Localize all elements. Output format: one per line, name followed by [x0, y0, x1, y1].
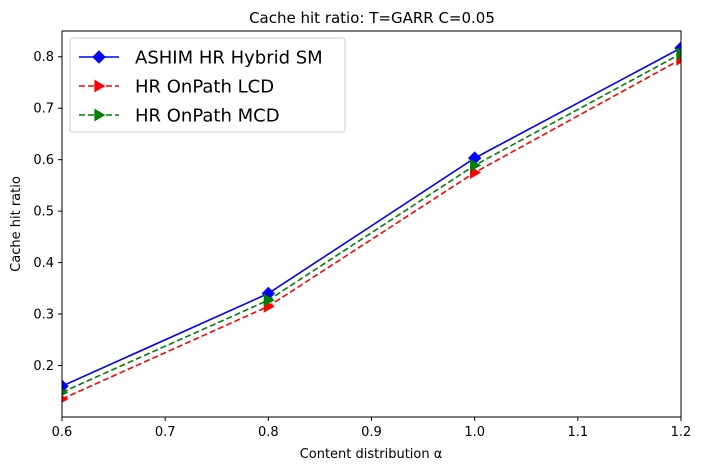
x-tick-label: 0.8	[258, 425, 279, 440]
x-axis-label: Content distribution α	[300, 447, 443, 462]
data-point	[62, 388, 69, 397]
plot-frame	[61, 30, 682, 418]
x-tick-label: 1.2	[671, 425, 692, 440]
legend-label-2: HR OnPath LCD	[135, 77, 274, 98]
legend: ASHIM HR Hybrid SM HR OnPath LCD HR OnPath…	[69, 37, 346, 133]
data-point	[676, 47, 681, 61]
y-tick-label: 0.4	[33, 256, 54, 271]
legend-marker-2	[94, 79, 106, 93]
legend-marker-3	[94, 108, 106, 122]
x-tick-label: 0.9	[361, 425, 382, 440]
data-point	[62, 395, 69, 403]
y-axis-label: Cache hit ratio	[9, 176, 24, 272]
legend-label-3: HR OnPath MCD	[135, 106, 280, 127]
x-tick-label: 0.6	[52, 425, 73, 440]
y-tick-label: 0.3	[33, 308, 54, 323]
data-point	[62, 379, 69, 393]
legend-marker-1	[92, 50, 106, 64]
x-tick-label: 0.7	[155, 425, 176, 440]
y-tick-label: 0.8	[33, 50, 54, 65]
y-tick-label: 0.5	[33, 205, 54, 220]
series-line-1	[62, 47, 681, 387]
chart-title: Cache hit ratio: T=GARR C=0.05	[249, 9, 495, 27]
y-tick-label: 0.7	[33, 102, 54, 117]
x-tick-label: 1.1	[567, 425, 588, 440]
series-line-3	[62, 52, 681, 394]
x-tick-label: 1.0	[464, 425, 485, 440]
data-point	[470, 158, 482, 172]
legend-label-1: ASHIM HR Hybrid SM	[135, 48, 323, 69]
legend-box	[69, 37, 346, 133]
series-line-2	[62, 58, 681, 400]
y-tick-label: 0.6	[33, 153, 54, 168]
data-point	[263, 293, 275, 307]
y-tick-label: 0.2	[33, 359, 54, 374]
